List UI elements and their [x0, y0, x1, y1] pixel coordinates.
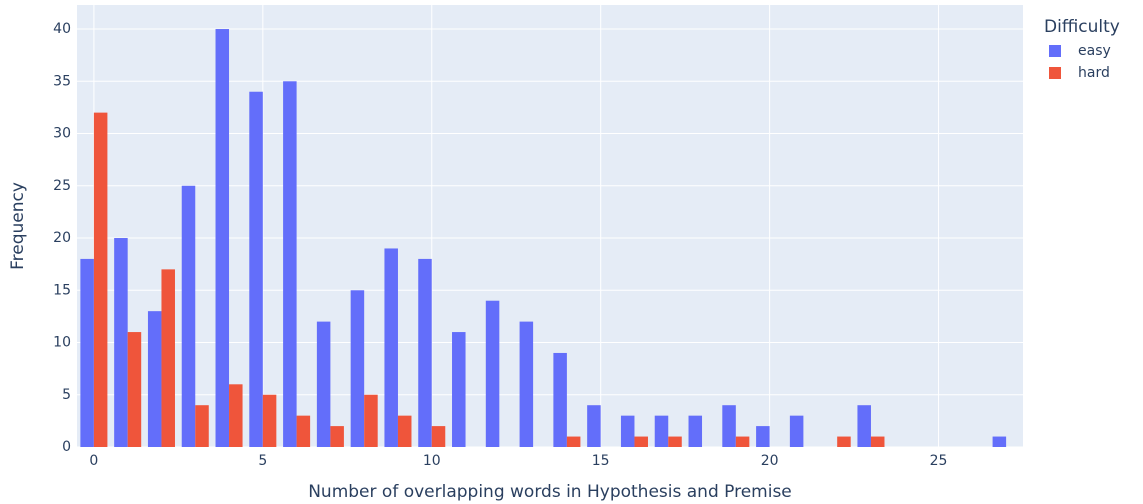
x-tick-label: 20	[761, 453, 779, 469]
bar	[350, 290, 365, 447]
x-tick-label: 10	[423, 453, 441, 469]
bar	[634, 436, 648, 447]
bar	[418, 258, 432, 447]
plot-area	[77, 5, 1023, 447]
legend-label: easy	[1078, 43, 1111, 59]
bar	[870, 436, 885, 447]
y-axis-title: Frequency	[8, 182, 28, 270]
bar	[553, 352, 567, 447]
bar	[384, 248, 398, 447]
y-tick-label: 10	[53, 335, 71, 351]
bar	[431, 426, 446, 447]
bar	[857, 405, 871, 447]
bar	[229, 384, 243, 447]
legend-title: Difficulty	[1044, 17, 1120, 37]
bar	[519, 321, 534, 447]
bar	[837, 436, 851, 447]
bar	[80, 258, 94, 447]
bar	[114, 238, 128, 447]
bar	[195, 405, 209, 447]
bar	[992, 436, 1007, 447]
y-tick-label: 0	[62, 439, 71, 455]
bar	[722, 405, 736, 447]
bar	[668, 436, 682, 447]
bar	[620, 415, 635, 447]
bar	[452, 332, 466, 447]
legend-swatch	[1049, 67, 1061, 79]
x-tick-label: 15	[592, 453, 610, 469]
bar	[283, 81, 297, 447]
bar	[654, 415, 669, 447]
y-tick-label: 5	[62, 387, 71, 403]
bar	[756, 426, 770, 447]
y-tick-label: 20	[53, 230, 71, 246]
bar	[735, 436, 750, 447]
bar	[161, 269, 175, 447]
bar	[249, 91, 263, 447]
bar	[262, 394, 277, 447]
y-tick-label: 40	[53, 21, 71, 37]
x-tick-label: 25	[930, 453, 948, 469]
bar	[93, 112, 108, 448]
bar	[397, 415, 412, 447]
x-tick-label: 5	[258, 453, 267, 469]
bar	[566, 436, 581, 447]
bar	[789, 415, 804, 447]
bar	[181, 185, 196, 447]
bar	[688, 415, 703, 447]
bar	[485, 300, 500, 447]
y-tick-label: 35	[53, 73, 71, 89]
bar	[147, 311, 162, 447]
bar	[127, 332, 142, 447]
bar	[296, 415, 311, 447]
legend-label: hard	[1078, 65, 1110, 81]
bar	[215, 29, 230, 448]
x-tick-label: 0	[89, 453, 98, 469]
x-axis-title: Number of overlapping words in Hypothesi…	[308, 482, 792, 502]
y-tick-label: 15	[53, 282, 71, 298]
bar	[364, 394, 378, 447]
y-tick-label: 25	[53, 178, 71, 194]
bar	[587, 405, 601, 447]
bar	[316, 321, 331, 447]
y-tick-label: 30	[53, 126, 71, 142]
legend-swatch	[1049, 45, 1061, 57]
bar	[330, 426, 344, 447]
